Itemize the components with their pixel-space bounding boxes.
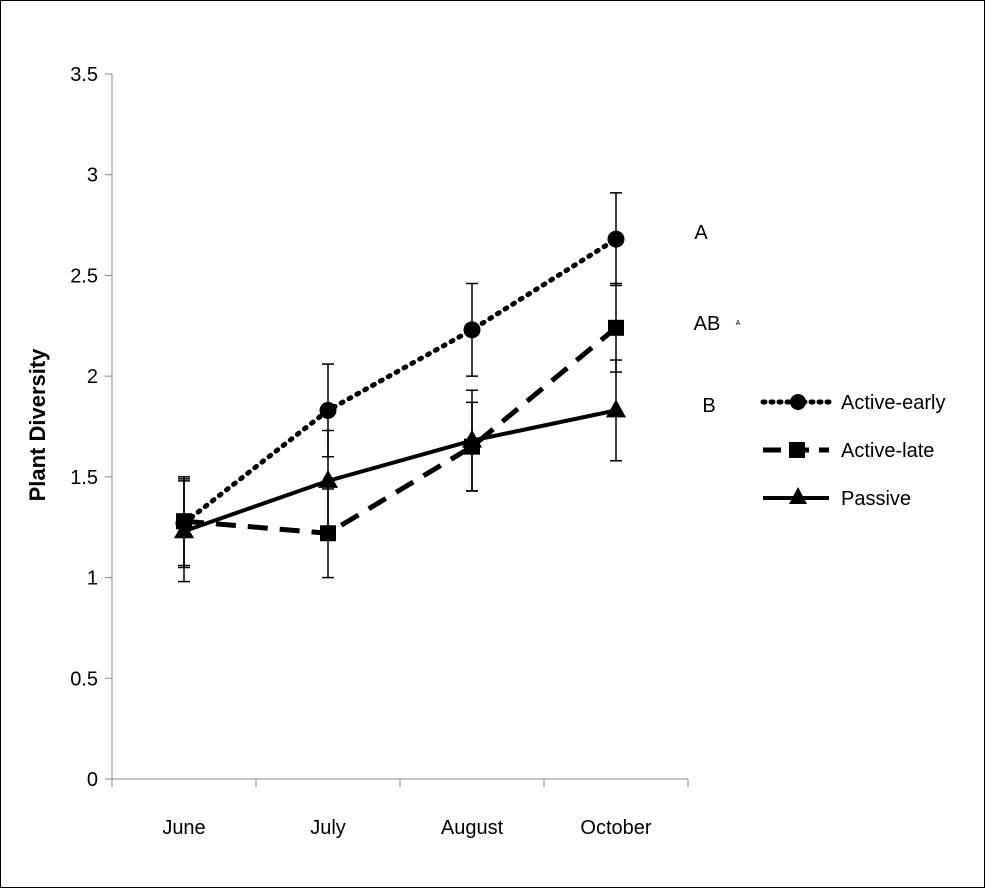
series-lines [181,236,619,536]
data-point-passive [318,469,338,488]
data-point-active-early [319,401,337,419]
x-tick-label: June [162,817,205,839]
y-tick-label: 2.5 [70,265,98,287]
x-tick-label: October [580,817,651,839]
legend-marker-active-late [789,442,805,458]
legend-item-passive: Passive [763,487,911,510]
y-tick-label: 1 [87,568,98,590]
series-line-active-late [183,325,618,536]
y-tick-label: 1.5 [70,467,98,489]
series-markers [174,230,626,542]
data-point-active-late [320,525,336,542]
y-axis-title: Plant Diversity [25,348,50,502]
y-tick-label: 0.5 [70,668,98,690]
y-tick-label: 0 [87,769,98,791]
legend-label-active-late: Active-late [841,440,934,462]
data-point-passive [606,399,626,418]
y-tick-label: 3 [87,165,98,187]
data-point-active-late [608,319,624,336]
y-tick-label: 3.5 [70,64,98,86]
legend-label-active-early: Active-early [841,392,945,414]
data-point-active-early [463,321,481,339]
series-line-active-early [181,236,619,526]
legend-label-passive: Passive [841,488,911,510]
significance-letter-passive: B [702,395,715,417]
data-point-passive [462,429,482,448]
legend: Active-early Active-late Passive [760,392,945,510]
significance-letter-active-early: A [694,222,708,244]
significance-letters: A AB A B [694,222,741,417]
significance-letter-small-a: A [736,320,741,327]
y-tick-label: 2 [87,366,98,388]
x-tick-label: August [441,817,504,839]
legend-item-active-early: Active-early [760,392,945,414]
data-point-passive [174,520,194,539]
x-tick-label: July [310,817,346,839]
data-point-active-early [607,230,625,248]
axes: 0 0.5 1 1.5 2 2.5 3 3.5 June July August October [70,64,689,839]
significance-letter-active-late: AB [694,313,721,335]
legend-marker-passive [789,487,807,504]
legend-item-active-late: Active-late [763,440,934,462]
error-bars [178,192,622,583]
legend-marker-active-early [790,394,806,410]
series-line-passive [183,408,617,534]
